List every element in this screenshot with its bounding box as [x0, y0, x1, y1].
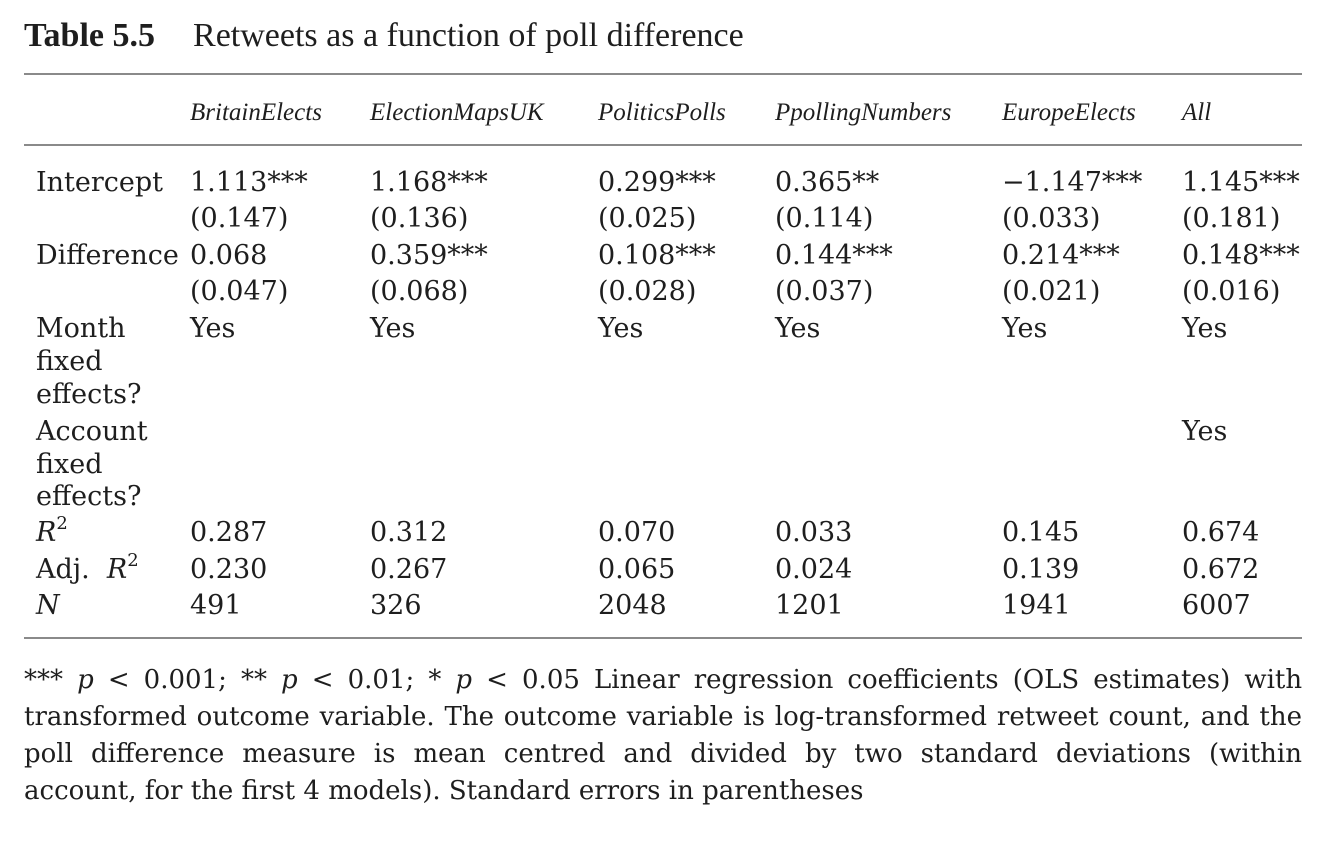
- column-header: ElectionMapsUK: [370, 99, 544, 126]
- table-cell: Yes: [598, 313, 644, 344]
- note-p-symbol: p: [281, 665, 298, 695]
- row-label-month-fe: fixed: [36, 346, 103, 377]
- note-threshold: < 0.01;: [311, 665, 415, 695]
- table-cell: 0.365**: [775, 167, 880, 198]
- row-label-difference: Difference: [36, 240, 179, 271]
- adj-r2-superscript: 2: [127, 550, 139, 571]
- note-stars-1: *: [428, 665, 442, 695]
- row-label-n: N: [36, 590, 60, 621]
- table-cell: Yes: [1182, 313, 1228, 344]
- table-cell: 0.672: [1182, 554, 1260, 585]
- table-cell: 0.312: [370, 517, 448, 548]
- top-rule: [24, 73, 1302, 75]
- table-cell: 0.267: [370, 554, 448, 585]
- table-caption: Table 5.5 Retweets as a function of poll …: [24, 14, 744, 58]
- table-title: Retweets as a function of poll differenc…: [193, 17, 744, 54]
- header-rule: [24, 144, 1302, 146]
- column-header: All: [1182, 99, 1212, 126]
- table-cell: 1.145***: [1182, 167, 1300, 198]
- table-cell: −1.147***: [1002, 167, 1143, 198]
- row-label-account-fe: effects?: [36, 481, 142, 512]
- table-cell: 0.068: [190, 240, 268, 271]
- table-cell: 6007: [1182, 590, 1251, 621]
- table-cell: Yes: [775, 313, 821, 344]
- table-cell: 1.168***: [370, 167, 488, 198]
- note-threshold: < 0.001;: [107, 665, 227, 695]
- table-cell: (0.016): [1182, 276, 1281, 307]
- table-cell: (0.114): [775, 203, 874, 234]
- table-cell: (0.136): [370, 203, 469, 234]
- table-cell: 0.145: [1002, 517, 1080, 548]
- table-cell: 0.033: [775, 517, 853, 548]
- table-cell: 0.139: [1002, 554, 1080, 585]
- table-cell: (0.068): [370, 276, 469, 307]
- table-cell: 0.144***: [775, 240, 893, 271]
- table-cell: 0.148***: [1182, 240, 1300, 271]
- table-cell: 0.674: [1182, 517, 1260, 548]
- row-label-month-fe: effects?: [36, 379, 142, 410]
- column-header: EuropeElects: [1002, 99, 1136, 126]
- table-cell: 491: [190, 590, 242, 621]
- note-text: Linear regression coefficients (OLS esti…: [24, 665, 1303, 806]
- table-cell: (0.033): [1002, 203, 1101, 234]
- table-cell: (0.021): [1002, 276, 1101, 307]
- table-cell: 0.065: [598, 554, 676, 585]
- row-label-account-fe: Account: [36, 416, 148, 447]
- note-p-symbol: p: [77, 665, 94, 695]
- table-cell: (0.047): [190, 276, 289, 307]
- table-cell: 326: [370, 590, 422, 621]
- table-cell: (0.028): [598, 276, 697, 307]
- table-cell: (0.147): [190, 203, 289, 234]
- row-label-adj-r2: Adj. R2: [36, 550, 139, 586]
- table-cell: 0.230: [190, 554, 268, 585]
- column-header: BritainElects: [190, 99, 322, 126]
- table-cell: 2048: [598, 590, 667, 621]
- r2-symbol: R: [36, 517, 57, 548]
- note-stars-3: ***: [24, 665, 63, 695]
- r2-superscript: 2: [56, 513, 68, 534]
- note-p-symbol: p: [455, 665, 473, 695]
- table-cell: 0.108***: [598, 240, 716, 271]
- row-label-month-fe: Month: [36, 313, 126, 344]
- table-cell: Yes: [1182, 416, 1228, 447]
- column-header: PoliticsPolls: [598, 99, 726, 126]
- table-cell: 0.024: [775, 554, 853, 585]
- table-cell: Yes: [190, 313, 236, 344]
- table-cell: (0.037): [775, 276, 874, 307]
- table-number: Table 5.5: [24, 17, 156, 54]
- table-cell: Yes: [1002, 313, 1048, 344]
- adj-word: Adj.: [36, 554, 90, 585]
- table-cell: 0.359***: [370, 240, 488, 271]
- table-cell: 0.299***: [598, 167, 716, 198]
- row-label-r2: R2: [36, 513, 68, 549]
- table-cell: 0.287: [190, 517, 268, 548]
- table-cell: Yes: [370, 313, 416, 344]
- bottom-rule: [24, 637, 1302, 639]
- table-cell: 0.070: [598, 517, 676, 548]
- table-cell: (0.181): [1182, 203, 1281, 234]
- note-stars-2: **: [240, 665, 267, 695]
- row-label-account-fe: fixed: [36, 449, 103, 480]
- table-cell: 1201: [775, 590, 844, 621]
- table-cell: 1941: [1002, 590, 1071, 621]
- row-label-intercept: Intercept: [36, 167, 164, 198]
- note-threshold: < 0.05: [486, 665, 580, 695]
- table-cell: (0.025): [598, 203, 697, 234]
- table-cell: 0.214***: [1002, 240, 1120, 271]
- adj-r2-symbol: R: [106, 554, 128, 585]
- table-footnote: *** p < 0.001; ** p < 0.01; * p < 0.05 L…: [24, 662, 1302, 810]
- table-cell: 1.113***: [190, 167, 308, 198]
- column-header: PpollingNumbers: [775, 99, 952, 126]
